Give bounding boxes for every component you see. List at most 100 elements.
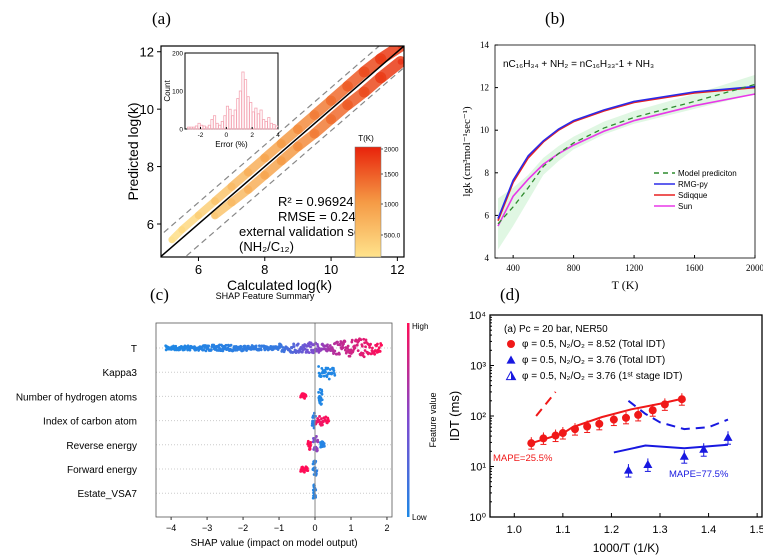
shap-dot [324, 370, 327, 374]
shap-dot [320, 402, 323, 406]
scatter-point [361, 88, 368, 95]
shap-dot [349, 348, 353, 352]
legend-label: RMG-py [678, 180, 708, 189]
plot-frame [160, 45, 405, 258]
data-point-circle [660, 400, 669, 409]
shap-dot [317, 418, 321, 422]
histogram-bar [262, 119, 266, 130]
y-axis-label: Predicted log(k) [125, 102, 141, 200]
x-tick-label: 1 [348, 523, 353, 533]
shap-dot [210, 348, 213, 351]
histogram-bar [213, 115, 217, 130]
shap-dot [377, 346, 381, 350]
x-tick-label: −1 [274, 523, 284, 533]
histogram-bar [197, 122, 201, 130]
shap-dot [320, 398, 324, 402]
x-tick-label: 1.0 [507, 524, 522, 536]
shap-dot [362, 337, 366, 341]
y-tick-label: 8 [147, 160, 154, 175]
shap-dot [359, 338, 363, 342]
x-tick-label: −2 [238, 523, 248, 533]
scatter-band-segment [375, 46, 404, 65]
shap-dot [327, 419, 331, 423]
scatter-point [311, 111, 318, 118]
histogram-bar [236, 98, 240, 130]
x-tick-label: −3 [202, 523, 212, 533]
scatter-point [245, 169, 252, 176]
shap-dot [347, 348, 350, 352]
y-tick-label: 10¹ [470, 462, 486, 474]
shap-dot [320, 417, 323, 421]
x-tick-label: 1600 [686, 263, 705, 273]
shap-dot [224, 343, 228, 347]
x-tick-label: 1.5 [749, 524, 763, 536]
histogram-bar [246, 96, 250, 130]
y-tick-label: 10 [480, 125, 490, 135]
shap-dot [254, 344, 258, 348]
x-axis-label: T (K) [612, 278, 639, 292]
shap-dot [353, 346, 357, 350]
scatter-point [377, 74, 384, 81]
y-tick-label: 8 [485, 168, 490, 178]
shap-dot [322, 444, 326, 448]
shap-dot [307, 351, 311, 354]
shap-dot [371, 346, 374, 350]
shap-dot [311, 496, 315, 500]
shap-dot [315, 435, 318, 438]
y-tick-label: 10⁰ [469, 512, 486, 524]
x-tick-label: 12 [390, 262, 404, 277]
histogram-bar [238, 90, 242, 130]
data-point-circle [648, 406, 657, 415]
shap-title: SHAP Feature Summary [216, 291, 315, 301]
shap-dot [341, 346, 345, 350]
series-line-model-prediciton [497, 83, 756, 225]
legend-label: Model prediciton [678, 169, 737, 178]
shap-dot [259, 348, 263, 352]
scatter-point [228, 199, 235, 206]
data-point-circle [527, 439, 536, 448]
x-tick-label: 2 [384, 523, 389, 533]
legend-label: Sdiqque [678, 191, 708, 200]
plot-frame [494, 44, 756, 259]
shap-dot [303, 470, 306, 474]
panel-label-b: (b) [545, 9, 565, 28]
histogram-bar [244, 79, 248, 130]
histogram-bar [254, 107, 258, 130]
colorbar-tick-label: 1000 [384, 202, 399, 209]
shap-dot [311, 351, 315, 355]
feature-label: Index of carbon atom [43, 417, 137, 428]
histogram-bar [241, 71, 245, 130]
histogram-bar [192, 126, 196, 130]
y-tick-label: 10⁴ [469, 310, 486, 322]
shap-dot [316, 344, 320, 348]
shap-dot [292, 342, 296, 346]
shap-dot [330, 371, 334, 375]
shap-dot [332, 366, 335, 370]
y-axis-label: IDT (ms) [447, 391, 462, 441]
data-point-triangle [623, 465, 633, 474]
shap-dot [279, 344, 283, 348]
shap-dot [318, 372, 322, 376]
feature-label: Kappa3 [103, 368, 138, 379]
histogram-bar [202, 125, 206, 130]
shap-dot [306, 439, 310, 443]
data-point-triangle [679, 451, 689, 460]
model-line-dashed [535, 391, 557, 417]
data-point-circle [595, 419, 604, 428]
histogram-bar [272, 124, 276, 130]
data-point-triangle [723, 432, 733, 441]
histogram-bar [259, 109, 263, 130]
inset-x-tick-label: -2 [198, 132, 204, 139]
x-tick-label: 8 [261, 262, 268, 277]
stats-annotation: (NH₂/C₁₂) [239, 239, 294, 254]
shap-dot [315, 469, 319, 473]
x-axis-label: 1000/T (1/K) [593, 541, 659, 555]
scatter-point [228, 183, 235, 190]
legend-label: φ = 0.5, N₂/O₂ = 3.76 (1ˢᵗ stage IDT) [522, 371, 682, 382]
y-tick-label: 14 [480, 40, 490, 50]
legend-label: Sun [678, 202, 692, 211]
shap-dot [364, 345, 367, 349]
model-line-dashed [627, 400, 729, 431]
histogram-bar [215, 122, 219, 130]
shap-dot [202, 348, 206, 352]
